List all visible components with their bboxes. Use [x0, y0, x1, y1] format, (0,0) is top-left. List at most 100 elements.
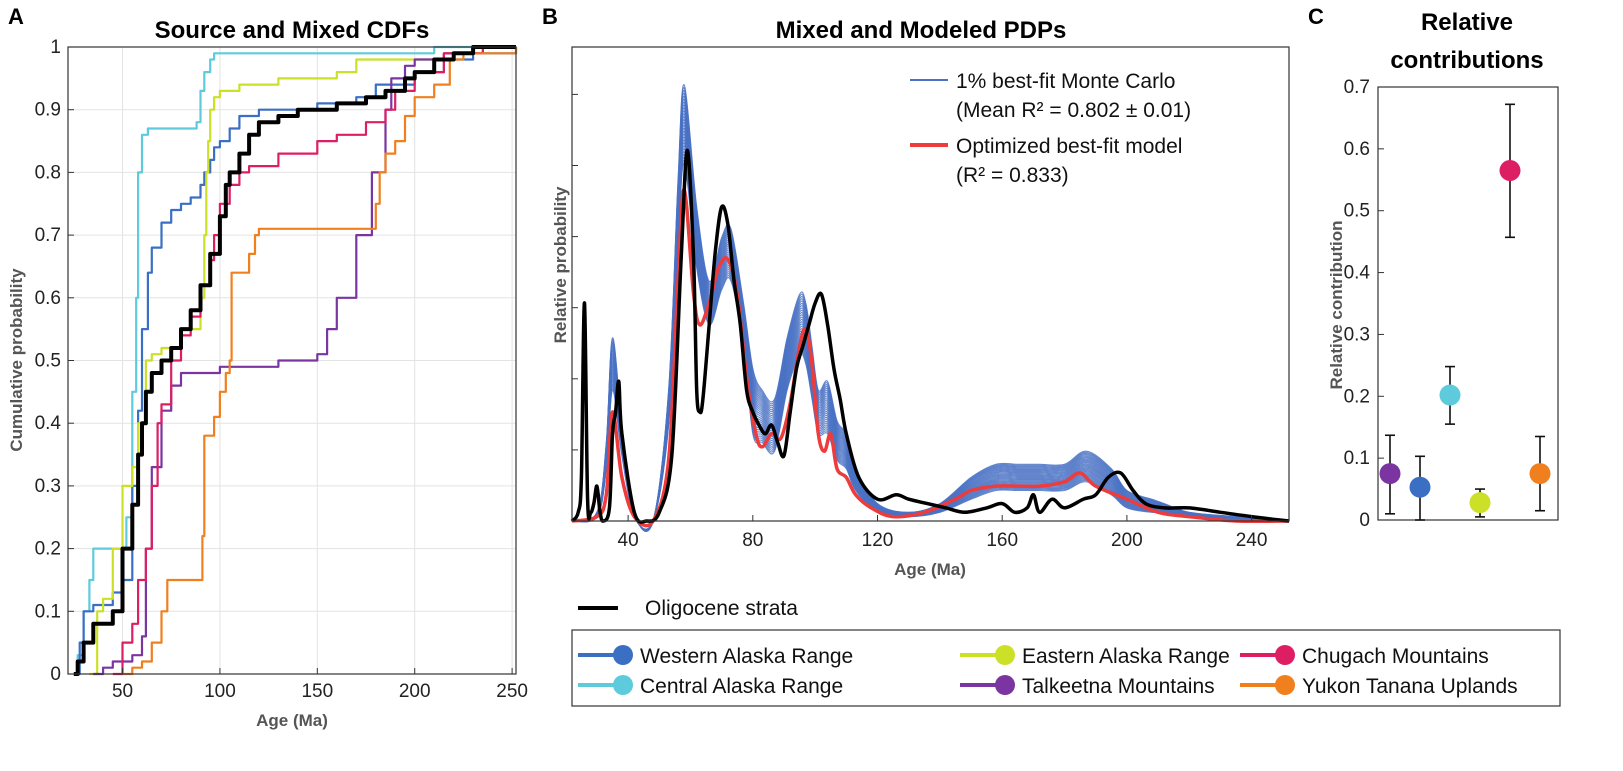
panel-a-xtick-label: 250	[496, 681, 528, 702]
contribution-point	[1409, 476, 1431, 498]
panel-c-title-line1: Relative	[1421, 9, 1513, 36]
panel-c: C Relative contributions 0 0.1 0.2 0.3 0.4 0.…	[1308, 4, 1559, 531]
source-legend-items: Western Alaska Range Eastern Alaska Range…	[578, 645, 1518, 698]
monte-carlo-legend-label: 1% best-fit Monte Carlo	[956, 70, 1175, 93]
legend-dot-swatch	[995, 675, 1015, 695]
panel-a-xtick-label: 200	[399, 681, 431, 702]
legend-dot-swatch	[1275, 675, 1295, 695]
panel-a-ytick-label: 0.8	[35, 162, 61, 183]
panel-a-ytick-label: 0.5	[35, 351, 61, 372]
panel-c-frame	[1377, 86, 1559, 521]
panel-b-xlabel: Age (Ma)	[894, 560, 966, 579]
contribution-central-alaska-range	[1439, 365, 1461, 425]
panel-c-points	[1379, 103, 1551, 521]
panel-c-ytick-label: 0.1	[1344, 448, 1370, 469]
panel-a-ytick-label: 0.3	[35, 476, 61, 497]
legend-label: Yukon Tanana Uplands	[1302, 675, 1518, 698]
panel-a: A Source and Mixed CDFs 50 100 150 200 250 0 0…	[7, 4, 528, 730]
contribution-point	[1529, 463, 1551, 485]
source-legend-box	[571, 629, 1561, 707]
panel-b-xtick-label: 160	[986, 530, 1018, 551]
legend-label: Chugach Mountains	[1302, 645, 1489, 668]
panel-b-series	[570, 84, 1290, 532]
panel-b-title: Mixed and Modeled PDPs	[776, 17, 1067, 44]
panel-a-xtick-label: 50	[112, 681, 133, 702]
contribution-yukon-tanana-uplands	[1529, 435, 1551, 512]
monte-carlo-r2-label: (Mean R² = 0.802 ± 0.01)	[956, 99, 1191, 122]
panel-b-xtick-label: 200	[1111, 530, 1143, 551]
cdf-line-chugach-mountains	[112, 45, 516, 676]
panel-a-ytick-label: 0.6	[35, 288, 61, 309]
panel-c-title-line2: contributions	[1390, 47, 1543, 74]
legend-dot-swatch	[613, 645, 633, 665]
panel-c-ytick-label: 0	[1359, 510, 1370, 531]
panel-b-inner-legend: 1% best-fit Monte Carlo (Mean R² = 0.802…	[910, 70, 1191, 187]
panel-label-a: A	[8, 4, 24, 29]
optimized-r2-label: (R² = 0.833)	[956, 164, 1069, 187]
optimized-model-curve	[571, 187, 1290, 528]
panel-label-b: B	[542, 4, 558, 29]
contribution-eastern-alaska-range	[1469, 488, 1491, 518]
contribution-talkeetna-mountains	[1379, 434, 1401, 515]
legend-item-western-alaska-range: Western Alaska Range	[578, 645, 853, 668]
cdf-line-central-alaska-range	[73, 45, 516, 676]
legend-dot-swatch	[995, 645, 1015, 665]
panel-c-ytick-label: 0.6	[1344, 139, 1370, 160]
contribution-chugach-mountains	[1499, 103, 1521, 239]
panel-b: B Mixed and Modeled PDPs 40 80 120 160 200 24…	[542, 4, 1290, 579]
panel-label-c: C	[1308, 4, 1324, 29]
panel-b-ticks: 40 80 120 160 200 240	[572, 93, 1268, 551]
panel-b-xtick-label: 40	[618, 530, 639, 551]
oligocene-pdp-curve	[570, 148, 1290, 524]
cdf-line-talkeetna-mountains	[93, 45, 516, 676]
panel-a-ytick-label: 0.9	[35, 100, 61, 121]
oligocene-legend-label: Oligocene strata	[645, 597, 798, 620]
cdf-line-yukon-tanana-uplands	[122, 47, 518, 676]
panel-a-ytick-label: 0.1	[35, 601, 61, 622]
legend-label: Western Alaska Range	[640, 645, 853, 668]
panel-a-xtick-label: 150	[301, 681, 333, 702]
panel-a-ylabel: Cumulative probability	[7, 268, 26, 452]
legend-item-talkeetna-mountains: Talkeetna Mountains	[960, 675, 1215, 698]
panel-b-xtick-label: 80	[742, 530, 763, 551]
panel-a-title: Source and Mixed CDFs	[155, 17, 430, 44]
panel-a-ticks: 50 100 150 200 250 0 0.1 0.2 0.3 0.4 0.5 0.6 0.7 0.8 0…	[35, 37, 528, 702]
contribution-point	[1499, 160, 1521, 182]
legend-label: Talkeetna Mountains	[1022, 675, 1215, 698]
shared-legend: Oligocene strata Western Alaska Range Eas…	[571, 597, 1561, 707]
panel-a-ytick-label: 0.7	[35, 225, 61, 246]
panel-b-xtick-label: 240	[1236, 530, 1268, 551]
panel-a-series	[73, 45, 518, 676]
legend-item-yukon-tanana-uplands: Yukon Tanana Uplands	[1240, 675, 1518, 698]
optimized-legend-label: Optimized best-fit model	[956, 135, 1182, 158]
panel-b-ylabel: Relative probability	[551, 186, 570, 343]
legend-dot-swatch	[613, 675, 633, 695]
panel-a-xtick-label: 100	[204, 681, 236, 702]
panel-c-ytick-label: 0.4	[1344, 263, 1371, 284]
legend-dot-swatch	[1275, 645, 1295, 665]
cdf-line-oligocene-strata	[73, 45, 516, 676]
contribution-western-alaska-range	[1409, 455, 1431, 521]
legend-label: Central Alaska Range	[640, 675, 843, 698]
cdf-line-eastern-alaska-range	[89, 45, 516, 676]
contribution-point	[1439, 384, 1461, 406]
contribution-point	[1469, 492, 1491, 514]
legend-item-central-alaska-range: Central Alaska Range	[578, 675, 843, 698]
panel-a-xlabel: Age (Ma)	[256, 711, 328, 730]
panel-c-ytick-label: 0.5	[1344, 201, 1370, 222]
panel-c-ytick-label: 0.2	[1344, 386, 1370, 407]
panel-b-xtick-label: 120	[862, 530, 894, 551]
panel-b-frame	[571, 46, 1290, 522]
panel-c-ticks: 0 0.1 0.2 0.3 0.4 0.5 0.6 0.7	[1344, 77, 1384, 531]
legend-item-eastern-alaska-range: Eastern Alaska Range	[960, 645, 1230, 668]
panel-c-ytick-label: 0.3	[1344, 324, 1370, 345]
legend-item-chugach-mountains: Chugach Mountains	[1240, 645, 1489, 668]
panel-c-ylabel: Relative contribution	[1327, 220, 1346, 389]
monte-carlo-curve	[571, 84, 1290, 532]
panel-a-ytick-label: 0.4	[35, 413, 62, 434]
panel-a-ytick-label: 0	[50, 664, 61, 685]
panel-a-ytick-label: 1	[50, 37, 61, 58]
panel-c-ytick-label: 0.7	[1344, 77, 1370, 98]
panel-a-ytick-label: 0.2	[35, 539, 61, 560]
